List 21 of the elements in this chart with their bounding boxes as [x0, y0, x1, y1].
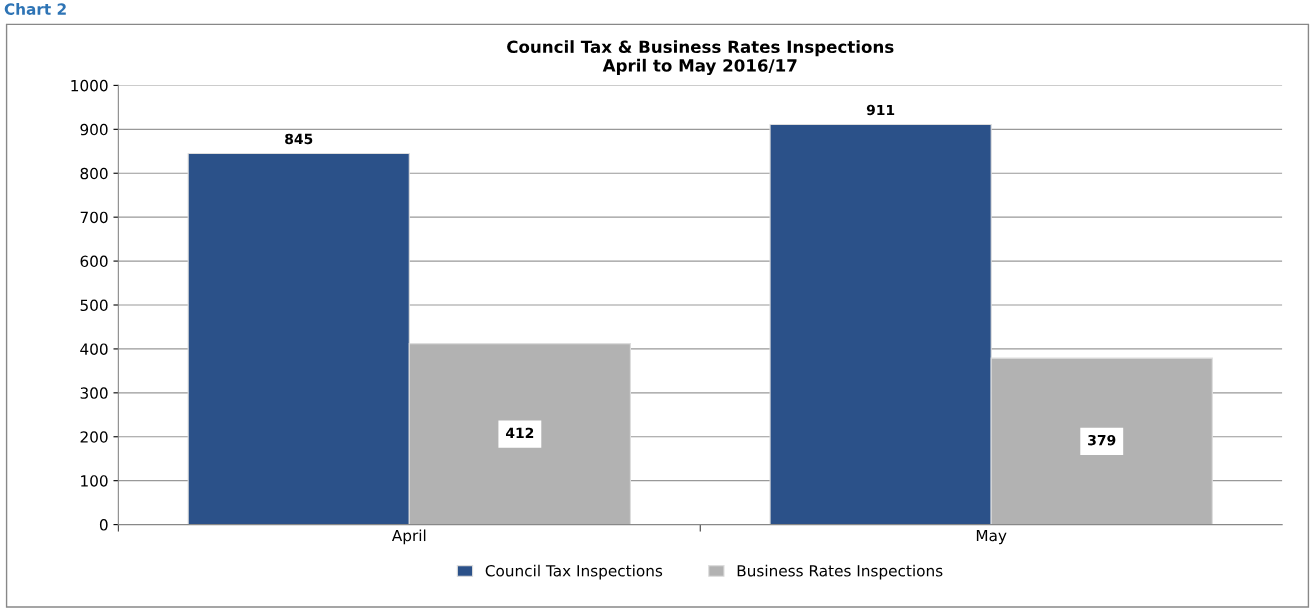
y-tick-label: 0	[99, 519, 108, 531]
y-tick-label: 1000	[71, 79, 108, 92]
y-tick-label: 300	[80, 387, 108, 399]
chart-title: Council Tax & Business Rates Inspections April to May 2016/17	[507, 40, 894, 76]
y-tick-label: 200	[80, 431, 108, 443]
y-tick-label: 100	[81, 475, 108, 487]
data-label: 911	[866, 104, 895, 116]
y-tick-label: 900	[80, 123, 108, 136]
y-tick-label: 500	[80, 299, 108, 312]
y-tick-label: 600	[80, 255, 108, 268]
caption: Chart 2	[4, 3, 66, 15]
y-tick-label: 800	[80, 167, 108, 180]
y-tick-label: 400	[80, 343, 108, 355]
y-tick-label: 700	[80, 211, 108, 224]
data-label: 412	[505, 427, 534, 438]
x-tick-label: May	[976, 529, 1007, 545]
data-label: 379	[1088, 434, 1116, 446]
legend-label: Business Rates Inspections	[737, 564, 943, 580]
data-label: 845	[285, 133, 313, 145]
legend-label: Council Tax Inspections	[485, 564, 663, 580]
x-tick-label: April	[391, 529, 426, 545]
